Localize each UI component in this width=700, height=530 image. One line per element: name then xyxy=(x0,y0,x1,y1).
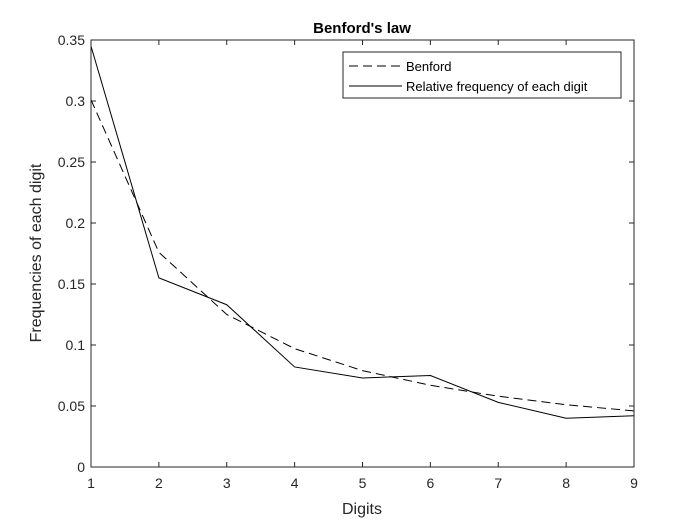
series-line-relative-frequency xyxy=(90,45,635,419)
axes-box xyxy=(90,39,635,468)
series-layer xyxy=(90,45,635,419)
y-tick-label: 0.1 xyxy=(66,337,86,353)
x-tick-label: 4 xyxy=(291,475,299,491)
x-tick-label: 8 xyxy=(562,475,570,491)
y-axis-label: Frequencies of each digit xyxy=(28,163,45,342)
y-tick-label: 0.25 xyxy=(58,154,85,170)
y-tick-label: 0.15 xyxy=(58,276,85,292)
legend: Benford Relative frequency of each digit xyxy=(342,51,622,99)
x-tick-label: 1 xyxy=(87,475,95,491)
y-tick-label: 0.05 xyxy=(58,398,85,414)
x-tick-label: 2 xyxy=(155,475,163,491)
y-tick-label: 0.2 xyxy=(66,215,86,231)
legend-box xyxy=(342,51,622,99)
x-tick-label: 9 xyxy=(630,475,638,491)
y-tick-label: 0.35 xyxy=(58,32,85,48)
x-axis-label: Digits xyxy=(342,501,382,518)
x-tick-label: 3 xyxy=(223,475,231,491)
y-tick-label: 0 xyxy=(77,459,85,475)
series-line-benford xyxy=(90,99,635,412)
legend-label-relative-frequency: Relative frequency of each digit xyxy=(406,79,588,94)
x-tick-label: 5 xyxy=(359,475,367,491)
legend-label-benford: Benford xyxy=(406,59,452,74)
y-tick-label: 0.3 xyxy=(66,93,86,109)
chart-title: Benford's law xyxy=(313,20,411,37)
plot-area xyxy=(91,40,634,467)
x-tick-label: 7 xyxy=(494,475,502,491)
x-tick-label: 6 xyxy=(426,475,434,491)
